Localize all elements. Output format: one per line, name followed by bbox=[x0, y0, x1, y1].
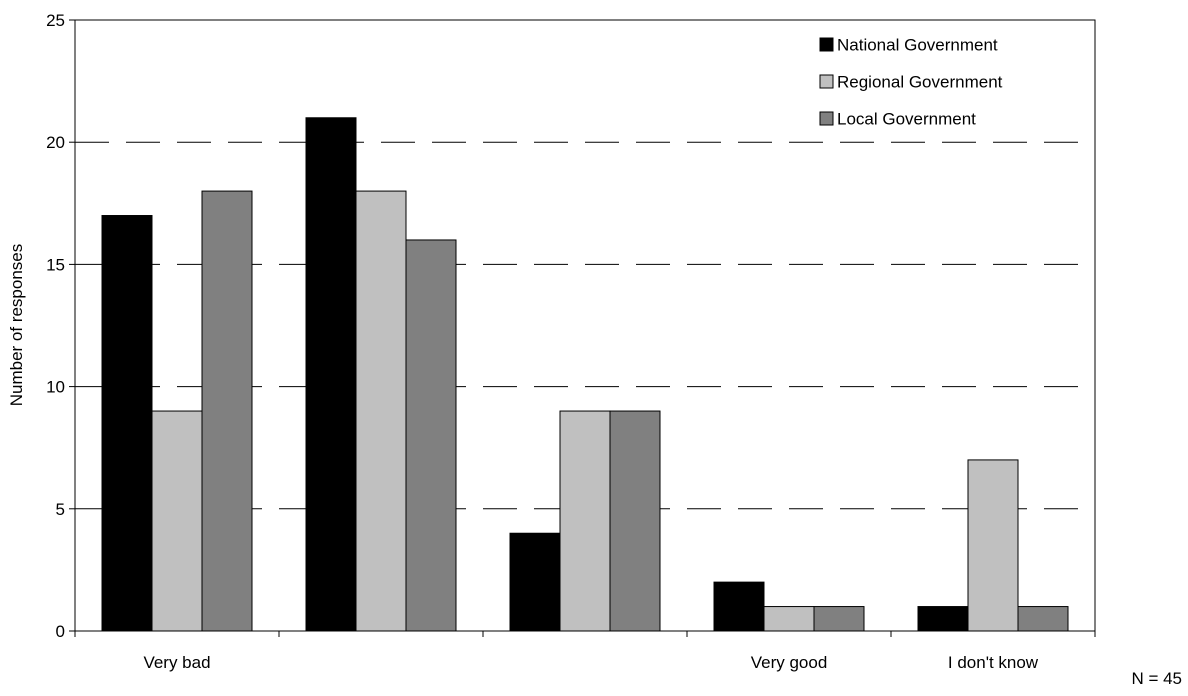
y-axis-label: Number of responses bbox=[7, 244, 26, 407]
bar-series0-cat3 bbox=[713, 581, 765, 632]
y-tick-label: 15 bbox=[46, 255, 65, 274]
bar-series1-cat3 bbox=[763, 606, 815, 632]
y-tick-label: 10 bbox=[46, 378, 65, 397]
bar-series2-cat4 bbox=[1017, 606, 1069, 632]
legend-swatch bbox=[819, 111, 834, 126]
bar-series1-cat4 bbox=[967, 459, 1019, 632]
sample-size-annotation: N = 45 bbox=[1131, 669, 1182, 688]
bar-series1-cat0 bbox=[151, 410, 203, 632]
bar-series0-cat2 bbox=[509, 532, 561, 632]
bar-series1-cat1 bbox=[355, 190, 407, 632]
legend: National Government Regional Government Lo… bbox=[819, 36, 1003, 129]
y-tick-label: 0 bbox=[56, 622, 65, 641]
bars-group bbox=[101, 117, 1069, 632]
x-axis-labels: Very bad Very good I don't know bbox=[74, 631, 1096, 672]
y-tick-label: 20 bbox=[46, 133, 65, 152]
legend-label: Local Government bbox=[837, 110, 976, 129]
x-tick-label: I don't know bbox=[948, 653, 1039, 672]
y-tick-label: 25 bbox=[46, 11, 65, 30]
bar-series2-cat0 bbox=[201, 190, 253, 632]
bar-series0-cat4 bbox=[917, 606, 969, 632]
y-axis-ticks: 0 5 10 15 20 25 bbox=[46, 11, 75, 641]
legend-swatch bbox=[819, 74, 834, 89]
bar-series0-cat1 bbox=[305, 117, 357, 632]
bar-series2-cat2 bbox=[609, 410, 661, 632]
legend-label: National Government bbox=[837, 36, 998, 55]
x-tick-label: Very good bbox=[751, 653, 828, 672]
legend-swatch bbox=[819, 37, 834, 52]
bar-series2-cat1 bbox=[405, 239, 457, 632]
y-tick-label: 5 bbox=[56, 500, 65, 519]
bar-series1-cat2 bbox=[559, 410, 611, 632]
bar-series0-cat0 bbox=[101, 215, 153, 632]
bar-series2-cat3 bbox=[813, 606, 865, 632]
legend-label: Regional Government bbox=[837, 73, 1003, 92]
x-tick-label: Very bad bbox=[143, 653, 210, 672]
